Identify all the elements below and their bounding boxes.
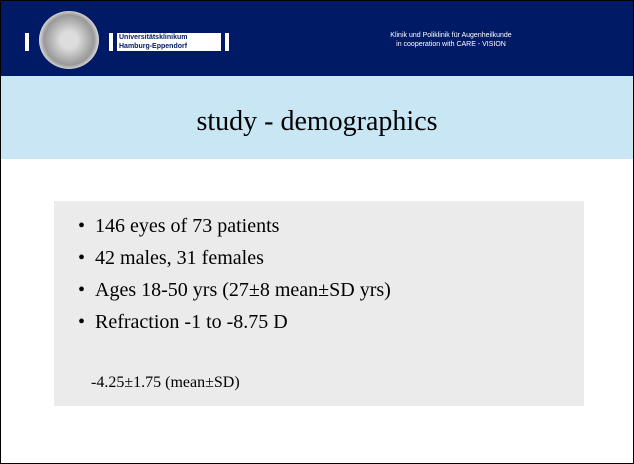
header-right: Klinik und Poliklinik für Augenheilkunde… [341,31,561,49]
logo-line: Hamburg-Eppendorf [119,43,188,50]
bullet: 146 eyes of 73 patients [78,215,584,238]
header-line: in cooperation with CARE - VISION [396,41,506,48]
bullet: Ages 18-50 yrs (27±8 mean±SD yrs) [78,279,584,302]
logo [39,11,99,69]
bar [109,33,113,51]
logo-line: Universitätsklinikum [119,34,188,41]
bullet: Refraction -1 to -8.75 D [78,311,584,334]
header: Universitätsklinikum Hamburg-Eppendorf Kl… [1,1,633,76]
title: study - demographics [196,106,438,137]
bar [25,33,29,51]
header-line: Klinik und Poliklinik für Augenheilkunde [390,32,512,39]
title-band [1,76,633,159]
sub-line: -4.25±1.75 (mean±SD) [91,374,240,391]
logo-text: Universitätsklinikum Hamburg-Eppendorf [117,33,221,51]
bullet: 42 males, 31 females [78,247,584,270]
bar [225,33,229,51]
bullets: 146 eyes of 73 patients 42 males, 31 fem… [54,201,584,334]
content-box: 146 eyes of 73 patients 42 males, 31 fem… [54,201,584,406]
